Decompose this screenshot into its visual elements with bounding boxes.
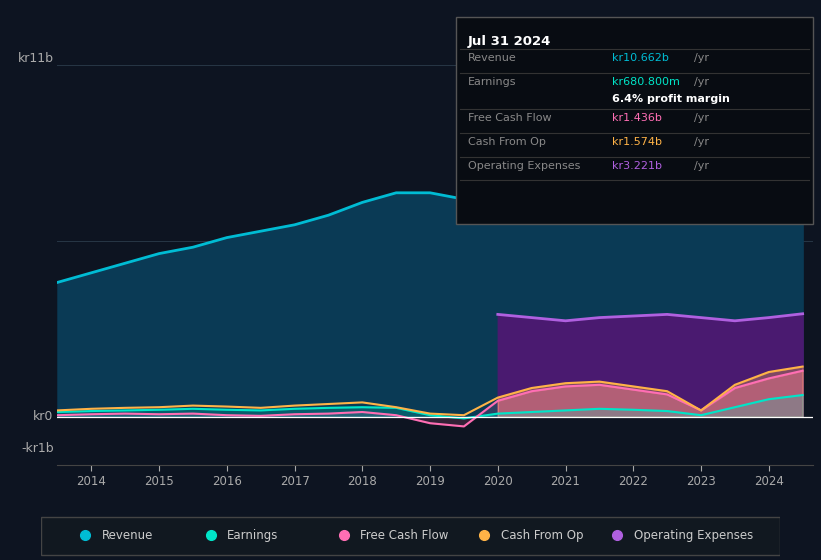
Text: kr11b: kr11b	[18, 52, 53, 65]
Text: kr3.221b: kr3.221b	[612, 161, 662, 171]
Text: /yr: /yr	[694, 161, 709, 171]
Text: Earnings: Earnings	[227, 529, 278, 542]
Text: kr10.662b: kr10.662b	[612, 53, 668, 63]
Text: Cash From Op: Cash From Op	[468, 137, 546, 147]
Text: Earnings: Earnings	[468, 77, 516, 87]
Text: Operating Expenses: Operating Expenses	[634, 529, 753, 542]
Text: 6.4% profit margin: 6.4% profit margin	[612, 94, 730, 104]
Text: kr1.436b: kr1.436b	[612, 113, 662, 123]
Text: kr1.574b: kr1.574b	[612, 137, 662, 147]
FancyBboxPatch shape	[41, 517, 780, 555]
Text: Operating Expenses: Operating Expenses	[468, 161, 580, 171]
Text: Jul 31 2024: Jul 31 2024	[468, 35, 552, 48]
Text: /yr: /yr	[694, 53, 709, 63]
Text: /yr: /yr	[694, 77, 709, 87]
Text: /yr: /yr	[694, 113, 709, 123]
Text: Revenue: Revenue	[102, 529, 153, 542]
Text: /yr: /yr	[694, 137, 709, 147]
Text: Free Cash Flow: Free Cash Flow	[360, 529, 448, 542]
Text: kr680.800m: kr680.800m	[612, 77, 680, 87]
Text: kr0: kr0	[34, 410, 53, 423]
Text: Free Cash Flow: Free Cash Flow	[468, 113, 552, 123]
Text: -kr1b: -kr1b	[21, 442, 53, 455]
Text: Cash From Op: Cash From Op	[501, 529, 583, 542]
Text: Revenue: Revenue	[468, 53, 516, 63]
